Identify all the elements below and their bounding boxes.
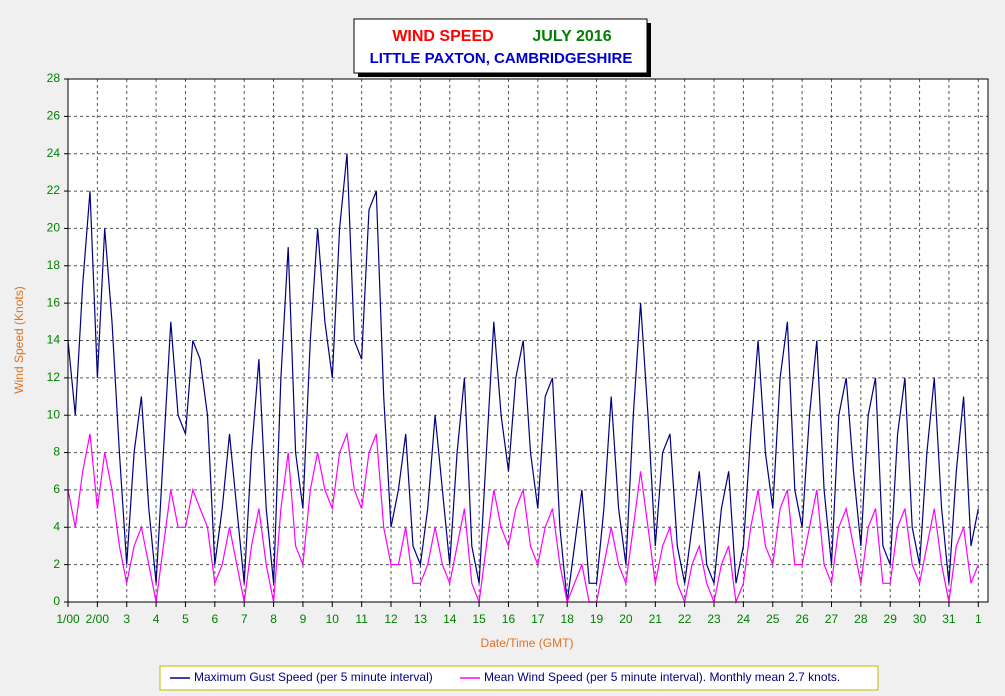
y-tick-label: 16 <box>47 295 61 309</box>
x-tick-label: 24 <box>737 612 751 626</box>
y-axis-label: Wind Speed (Knots) <box>12 286 26 393</box>
y-tick-label: 14 <box>47 333 61 347</box>
legend-label: Maximum Gust Speed (per 5 minute interva… <box>194 670 433 684</box>
subtitle: LITTLE PAXTON, CAMBRIDGESHIRE <box>370 50 633 67</box>
x-tick-label: 9 <box>300 612 307 626</box>
legend-label: Mean Wind Speed (per 5 minute interval).… <box>484 670 840 684</box>
title: JULY 2016 <box>532 28 611 45</box>
x-tick-label: 16 <box>502 612 516 626</box>
y-tick-label: 20 <box>47 221 61 235</box>
series-line <box>67 431 979 605</box>
x-tick-label: 22 <box>678 612 692 626</box>
y-tick-label: 8 <box>53 445 60 459</box>
x-tick-label: 29 <box>884 612 898 626</box>
x-tick-label: 1 <box>975 612 982 626</box>
y-tick-label: 6 <box>53 482 60 496</box>
y-tick-label: 10 <box>47 407 61 421</box>
x-tick-label: 23 <box>707 612 721 626</box>
y-tick-label: 2 <box>53 557 60 571</box>
title-box <box>353 18 648 74</box>
x-axis-label: Date/Time (GMT) <box>481 636 574 650</box>
x-tick-label: 18 <box>561 612 575 626</box>
x-tick-label: 31 <box>942 612 956 626</box>
x-tick-label: 2/00 <box>86 612 110 626</box>
x-tick-label: 30 <box>913 612 927 626</box>
x-tick-label: 3 <box>123 612 130 626</box>
x-tick-label: 1/00 <box>56 612 80 626</box>
y-tick-label: 28 <box>47 71 61 85</box>
x-tick-label: 15 <box>472 612 486 626</box>
plot-border <box>67 78 989 603</box>
y-tick-label: 4 <box>53 519 60 533</box>
x-tick-label: 27 <box>825 612 839 626</box>
y-tick-label: 22 <box>47 183 61 197</box>
y-tick-label: 24 <box>47 146 61 160</box>
x-tick-label: 13 <box>414 612 428 626</box>
y-tick-label: 18 <box>47 258 61 272</box>
x-tick-label: 25 <box>766 612 780 626</box>
x-tick-label: 17 <box>531 612 545 626</box>
y-tick-label: 0 <box>53 594 60 608</box>
x-tick-label: 6 <box>211 612 218 626</box>
x-tick-label: 8 <box>270 612 277 626</box>
x-tick-label: 20 <box>619 612 633 626</box>
x-tick-label: 28 <box>854 612 868 626</box>
x-tick-label: 10 <box>326 612 340 626</box>
x-tick-label: 7 <box>241 612 248 626</box>
x-tick-label: 4 <box>153 612 160 626</box>
x-tick-label: 11 <box>355 612 368 626</box>
y-tick-label: 26 <box>47 109 61 123</box>
x-tick-label: 19 <box>590 612 604 626</box>
series-line <box>67 153 979 603</box>
y-tick-label: 12 <box>47 370 61 384</box>
title: WIND SPEED <box>392 28 493 45</box>
x-tick-label: 5 <box>182 612 189 626</box>
x-tick-label: 26 <box>795 612 809 626</box>
x-tick-label: 21 <box>649 612 663 626</box>
x-tick-label: 14 <box>443 612 457 626</box>
x-tick-label: 12 <box>384 612 398 626</box>
legend-box <box>159 665 879 691</box>
